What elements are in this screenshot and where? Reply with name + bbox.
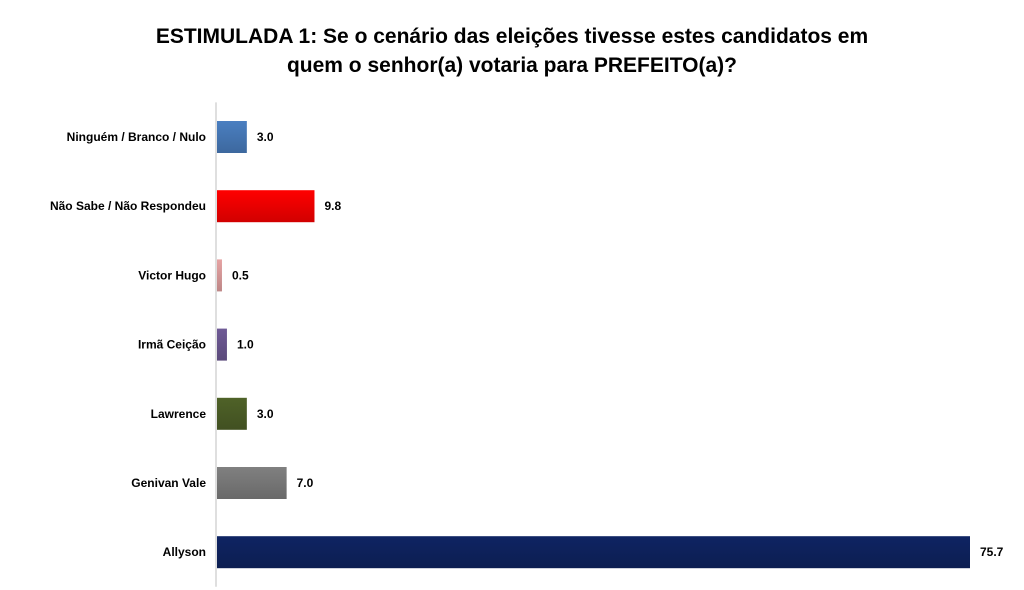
bars-group: Ninguém / Branco / Nulo 3.0 Não Sabe / Não… (50, 121, 1004, 569)
category-label: Não Sabe / Não Respondeu (50, 199, 206, 213)
bar (217, 328, 227, 361)
data-label: 3.0 (257, 407, 274, 421)
category-label: Allyson (163, 545, 206, 559)
bar (217, 259, 222, 292)
data-label: 9.8 (324, 199, 341, 213)
category-label: Genivan Vale (131, 476, 206, 490)
bar (217, 467, 287, 499)
category-label: Lawrence (151, 407, 207, 421)
data-label: 0.5 (232, 268, 249, 282)
chart-title-line-2: quem o senhor(a) votaria para PREFEITO(a… (286, 54, 738, 77)
data-label: 7.0 (297, 476, 314, 490)
bar (217, 121, 247, 153)
bar (217, 397, 247, 430)
bar (217, 536, 970, 569)
chart-title: ESTIMULADA 1: Se o cenário das eleições … (0, 22, 1024, 80)
category-label: Irmã Ceição (138, 338, 206, 352)
category-label: Ninguém / Branco / Nulo (67, 130, 206, 144)
bar (217, 190, 315, 223)
data-label: 75.7 (980, 545, 1004, 559)
category-label: Victor Hugo (138, 268, 206, 282)
chart-title-line-1: ESTIMULADA 1: Se o cenário das eleições … (155, 25, 869, 48)
data-label: 3.0 (257, 130, 274, 144)
data-label: 1.0 (237, 338, 254, 352)
